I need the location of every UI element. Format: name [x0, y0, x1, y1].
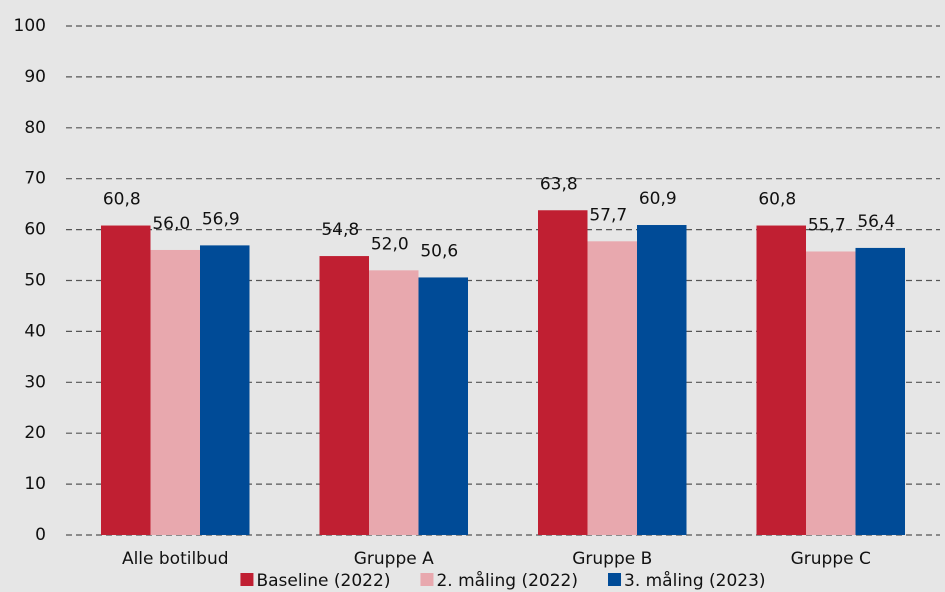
- bar: [200, 245, 250, 535]
- bar: [418, 277, 468, 535]
- bar: [637, 225, 687, 536]
- y-tick-label: 100: [14, 16, 46, 36]
- bar: [150, 249, 200, 535]
- y-tick-label: 30: [24, 372, 46, 392]
- bar: [101, 225, 151, 535]
- value-label: 57,7: [589, 205, 627, 225]
- value-label: 55,7: [808, 215, 846, 235]
- legend-swatch: [608, 573, 622, 586]
- y-tick-label: 40: [24, 321, 46, 341]
- value-label: 60,8: [758, 190, 796, 210]
- value-label: 56,4: [857, 212, 895, 232]
- y-tick-label: 60: [24, 220, 46, 240]
- y-tick-label: 10: [24, 474, 46, 494]
- y-tick-label: 50: [24, 271, 46, 291]
- x-tick-label: Gruppe C: [791, 549, 871, 569]
- bar: [369, 270, 419, 535]
- value-label: 60,9: [639, 189, 677, 209]
- value-label: 52,0: [371, 234, 409, 254]
- y-tick-label: 70: [24, 169, 46, 189]
- value-label: 60,8: [103, 190, 141, 210]
- legend-label: Baseline (2022): [256, 571, 390, 591]
- bar: [855, 247, 905, 535]
- y-tick-label: 0: [35, 525, 46, 545]
- bar: [319, 256, 369, 535]
- bar: [756, 225, 806, 535]
- y-tick-label: 90: [24, 67, 46, 87]
- value-label: 56,9: [202, 209, 240, 229]
- legend-label: 3. måling (2023): [624, 570, 766, 591]
- legend-label: 2. måling (2022): [436, 570, 578, 591]
- value-label: 50,6: [420, 241, 458, 261]
- legend-swatch: [420, 573, 434, 586]
- legend-swatch: [240, 573, 254, 586]
- value-label: 54,8: [321, 220, 359, 240]
- x-tick-label: Gruppe B: [572, 549, 652, 569]
- value-label: 56,0: [152, 214, 190, 234]
- x-tick-label: Gruppe A: [354, 549, 434, 569]
- x-tick-label: Alle botilbud: [122, 549, 229, 569]
- bar: [587, 241, 637, 535]
- y-tick-label: 80: [24, 118, 46, 138]
- bar: [806, 251, 856, 535]
- y-tick-label: 20: [24, 423, 46, 443]
- value-label: 63,8: [540, 174, 578, 194]
- bar: [538, 210, 588, 535]
